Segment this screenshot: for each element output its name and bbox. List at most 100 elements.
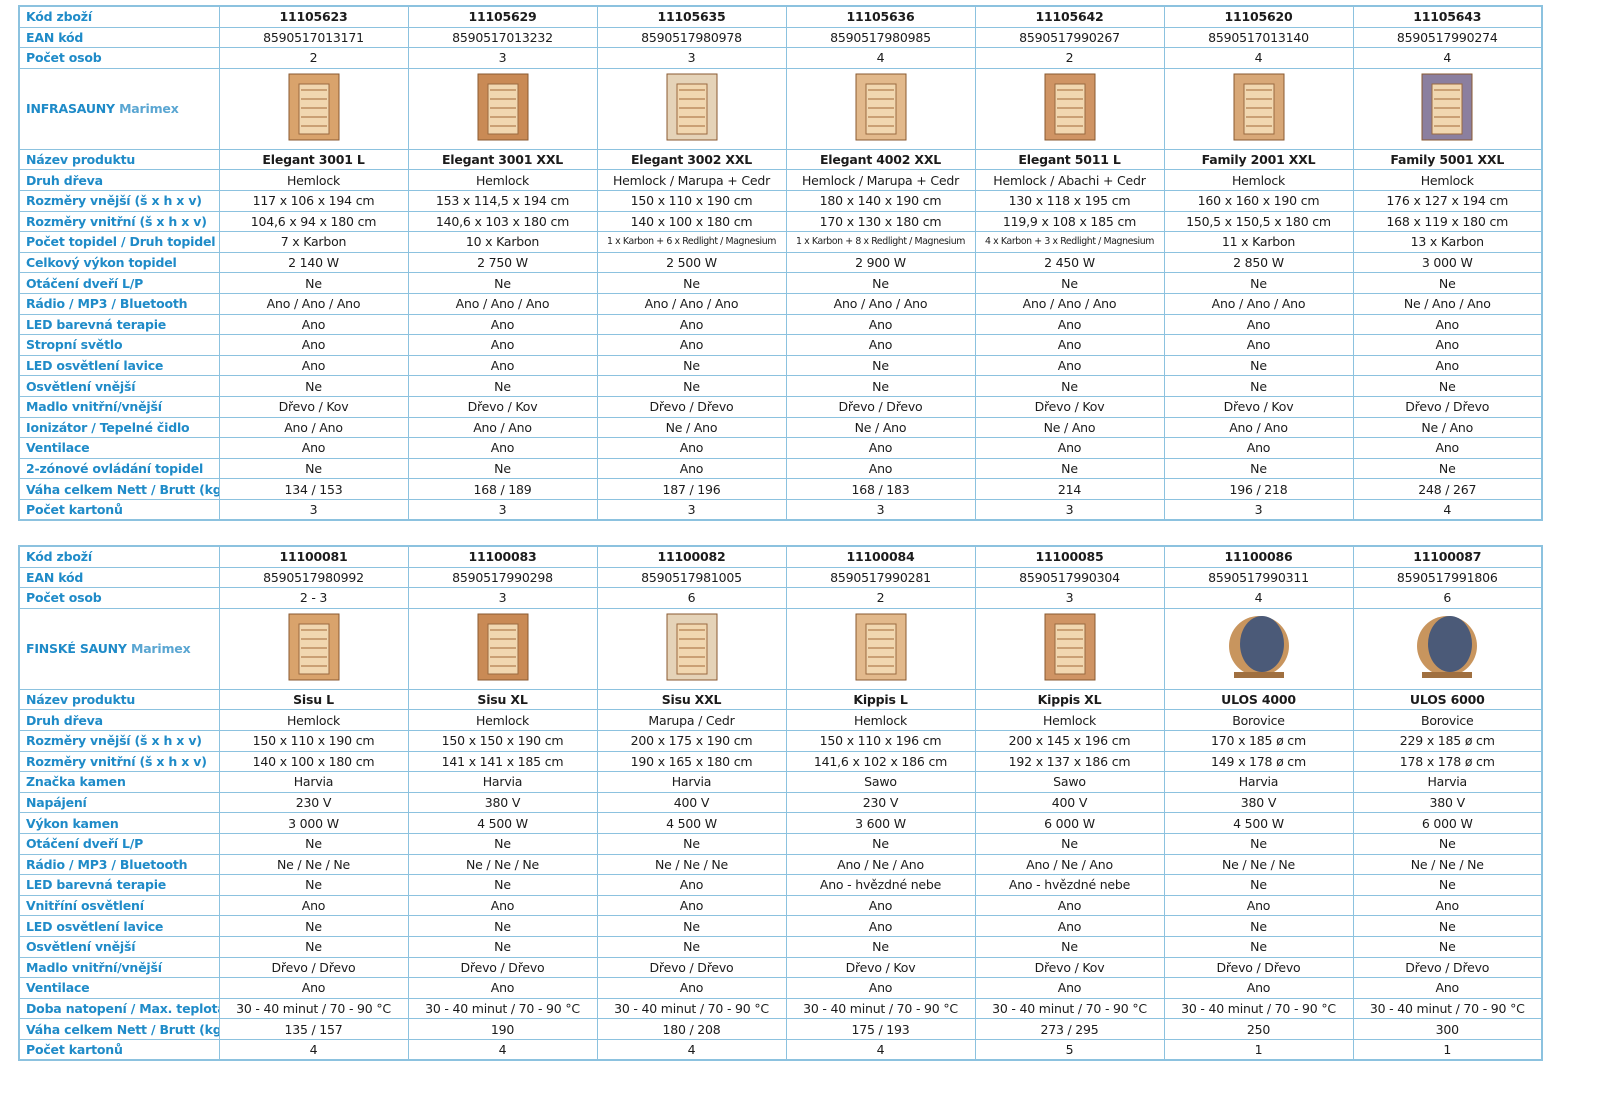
cell: Ano bbox=[974, 313, 1165, 336]
cell: 11100087 bbox=[1352, 545, 1543, 568]
cell: 2 140 W bbox=[218, 251, 409, 274]
cell: 130 x 118 x 195 cm bbox=[974, 189, 1165, 212]
cell: 8590517981005 bbox=[596, 566, 787, 589]
table-row: Váha celkem Nett / Brutt (kg) 134 / 153 16… bbox=[18, 478, 1543, 500]
cell: Ano bbox=[785, 437, 976, 459]
cell: Ne bbox=[1163, 354, 1354, 377]
image-cell bbox=[218, 67, 409, 150]
cell: 2 850 W bbox=[1163, 251, 1354, 274]
image-cell bbox=[1352, 607, 1543, 690]
cell: Elegant 3001 XXL bbox=[407, 148, 598, 171]
table-row: Druh dřeva Hemlock Hemlock Marupa / Cedr Hem… bbox=[18, 709, 1543, 731]
table-row: Ionizátor / Tepelné čidlo Ano / Ano Ano / … bbox=[18, 416, 1543, 439]
cell: Ne bbox=[1163, 457, 1354, 480]
cell: 11105643 bbox=[1352, 5, 1543, 28]
product-image bbox=[1417, 616, 1478, 679]
table-row: Stropní světlo Ano Ano Ano Ano Ano Ano Ano bbox=[18, 334, 1543, 356]
row-label: Celkový výkon topidel bbox=[18, 251, 220, 274]
finske-sauny-table: Kód zboží 11100081 11100083 11100082 1110008… bbox=[18, 545, 1543, 1062]
cell: Ano bbox=[974, 437, 1165, 459]
cell: Ano bbox=[218, 354, 409, 377]
cell: Ne bbox=[974, 375, 1165, 397]
cell: Dřevo / Dřevo bbox=[596, 395, 787, 418]
cell: 3 000 W bbox=[1352, 251, 1543, 274]
cell: Ne bbox=[596, 935, 787, 958]
row-label: LED barevná terapie bbox=[18, 874, 220, 896]
cell: 141,6 x 102 x 186 cm bbox=[785, 750, 976, 773]
cell: Ne bbox=[1352, 457, 1543, 480]
row-label: Osvětlení vnější bbox=[18, 935, 220, 958]
cell: 2 - 3 bbox=[218, 587, 409, 609]
cell: Ne bbox=[596, 354, 787, 377]
cell: Hemlock / Abachi + Cedr bbox=[974, 169, 1165, 191]
cell: 13 x Karbon bbox=[1352, 231, 1543, 253]
cell: 170 x 130 x 180 cm bbox=[785, 210, 976, 233]
cell: 140 x 100 x 180 cm bbox=[218, 750, 409, 773]
row-label: Otáčení dveří L/P bbox=[18, 272, 220, 294]
cell: 273 / 295 bbox=[974, 1018, 1165, 1040]
cell: 3 bbox=[1163, 498, 1354, 521]
cell: 6 bbox=[1352, 587, 1543, 609]
cell: 11105642 bbox=[974, 5, 1165, 28]
cell: Ano bbox=[974, 354, 1165, 377]
row-label: EAN kód bbox=[18, 26, 220, 49]
cell: 8590517990298 bbox=[407, 566, 598, 589]
product-image bbox=[666, 613, 717, 681]
cell: 150 x 110 x 190 cm bbox=[596, 189, 787, 212]
cell: Dřevo / Kov bbox=[218, 395, 409, 418]
cell: Ano bbox=[407, 894, 598, 917]
cell: Ano / Ne / Ano bbox=[974, 853, 1165, 876]
cell: Sisu L bbox=[218, 688, 409, 711]
cell: 8590517013171 bbox=[218, 26, 409, 49]
product-image bbox=[1421, 73, 1473, 141]
cell: Ano / Ano / Ano bbox=[596, 292, 787, 315]
cell: 168 / 189 bbox=[407, 478, 598, 500]
cell: 2 bbox=[974, 47, 1165, 69]
cell: 180 x 140 x 190 cm bbox=[785, 189, 976, 212]
cell: Ne bbox=[407, 375, 598, 397]
cell: Dřevo / Kov bbox=[407, 395, 598, 418]
cell: 11105629 bbox=[407, 5, 598, 28]
row-label: Název produktu bbox=[18, 148, 220, 171]
cell: 4 bbox=[1163, 47, 1354, 69]
cell: Dřevo / Dřevo bbox=[1352, 395, 1543, 418]
cell: Hemlock bbox=[218, 709, 409, 731]
cell: 2 bbox=[218, 47, 409, 69]
cell: Ano - hvězdné nebe bbox=[785, 874, 976, 896]
table-row: Druh dřeva Hemlock Hemlock Hemlock / Marupa… bbox=[18, 169, 1543, 191]
cell: 11100085 bbox=[974, 545, 1165, 568]
cell: 176 x 127 x 194 cm bbox=[1352, 189, 1543, 212]
cell: 149 x 178 ø cm bbox=[1163, 750, 1354, 773]
cell: Ano bbox=[974, 334, 1165, 356]
cell: 230 V bbox=[785, 791, 976, 814]
table-row: Rozměry vnější (š x h x v) 150 x 110 x 19… bbox=[18, 729, 1543, 752]
cell: 3 600 W bbox=[785, 812, 976, 834]
cell: Ano bbox=[974, 915, 1165, 937]
cell: Ano bbox=[1352, 437, 1543, 459]
cell: Dřevo / Dřevo bbox=[407, 956, 598, 979]
cell: Ne bbox=[596, 375, 787, 397]
table-row: Kód zboží 11105623 11105629 11105635 1110563… bbox=[18, 5, 1543, 28]
cell: 8590517980978 bbox=[596, 26, 787, 49]
cell: 400 V bbox=[974, 791, 1165, 814]
cell: 4 bbox=[1163, 587, 1354, 609]
table-row: Ventilace Ano Ano Ano Ano Ano Ano Ano bbox=[18, 437, 1543, 459]
cell: Ne / Ano bbox=[596, 416, 787, 439]
cell: Hemlock bbox=[785, 709, 976, 731]
cell: Ne / Ano / Ano bbox=[1352, 292, 1543, 315]
cell: Ano / Ano / Ano bbox=[218, 292, 409, 315]
cell: Ne bbox=[218, 272, 409, 294]
cell: 3 000 W bbox=[218, 812, 409, 834]
cell: Ne bbox=[1163, 272, 1354, 294]
cell: 4 500 W bbox=[407, 812, 598, 834]
cell: Hemlock bbox=[1352, 169, 1543, 191]
cell: Ne bbox=[1163, 915, 1354, 937]
cell: 4 bbox=[218, 1038, 409, 1061]
cell: 30 - 40 minut / 70 - 90 °C bbox=[218, 997, 409, 1020]
cell: 140,6 x 103 x 180 cm bbox=[407, 210, 598, 233]
cell: 214 bbox=[974, 478, 1165, 500]
cell: Ne bbox=[218, 874, 409, 896]
cell: Ano bbox=[596, 313, 787, 336]
